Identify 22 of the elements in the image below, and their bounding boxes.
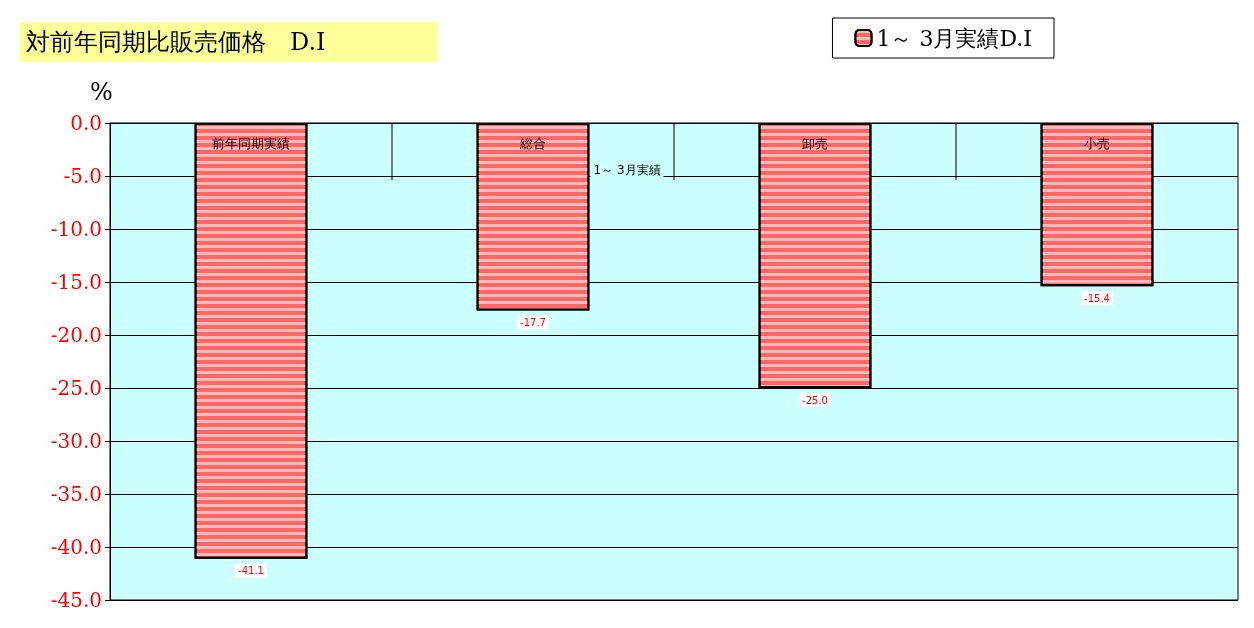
y-tick-label: -40.0	[50, 535, 102, 559]
x-tick-label: 前年同期実績	[212, 136, 290, 151]
chart-title: 対前年同期比販売価格 D.I	[26, 28, 326, 56]
y-tick-label: -35.0	[50, 482, 102, 506]
y-tick-label: -5.0	[63, 164, 102, 188]
data-label: -17.7	[520, 317, 546, 329]
y-tick-label: -20.0	[50, 323, 102, 347]
x-tick-label: 総合	[519, 136, 546, 151]
data-label: -15.4	[1084, 292, 1110, 304]
data-label: -25.0	[802, 394, 828, 406]
legend-label: 1～ 3月実績D.I	[876, 25, 1033, 51]
y-tick-label: -30.0	[50, 429, 102, 453]
y-tick-label: -45.0	[50, 588, 102, 612]
y-axis-title: %	[90, 78, 113, 106]
y-tick-label: -25.0	[50, 376, 102, 400]
x-tick-label: 小売	[1084, 136, 1110, 151]
y-tick-label: -15.0	[50, 270, 102, 294]
x-tick-label: 卸売	[802, 136, 828, 151]
y-tick-label: -10.0	[50, 217, 102, 241]
annotation: 1～ 3月実績	[593, 163, 661, 177]
y-tick-label: 0.0	[70, 111, 102, 135]
data-label: -41.1	[238, 565, 264, 577]
